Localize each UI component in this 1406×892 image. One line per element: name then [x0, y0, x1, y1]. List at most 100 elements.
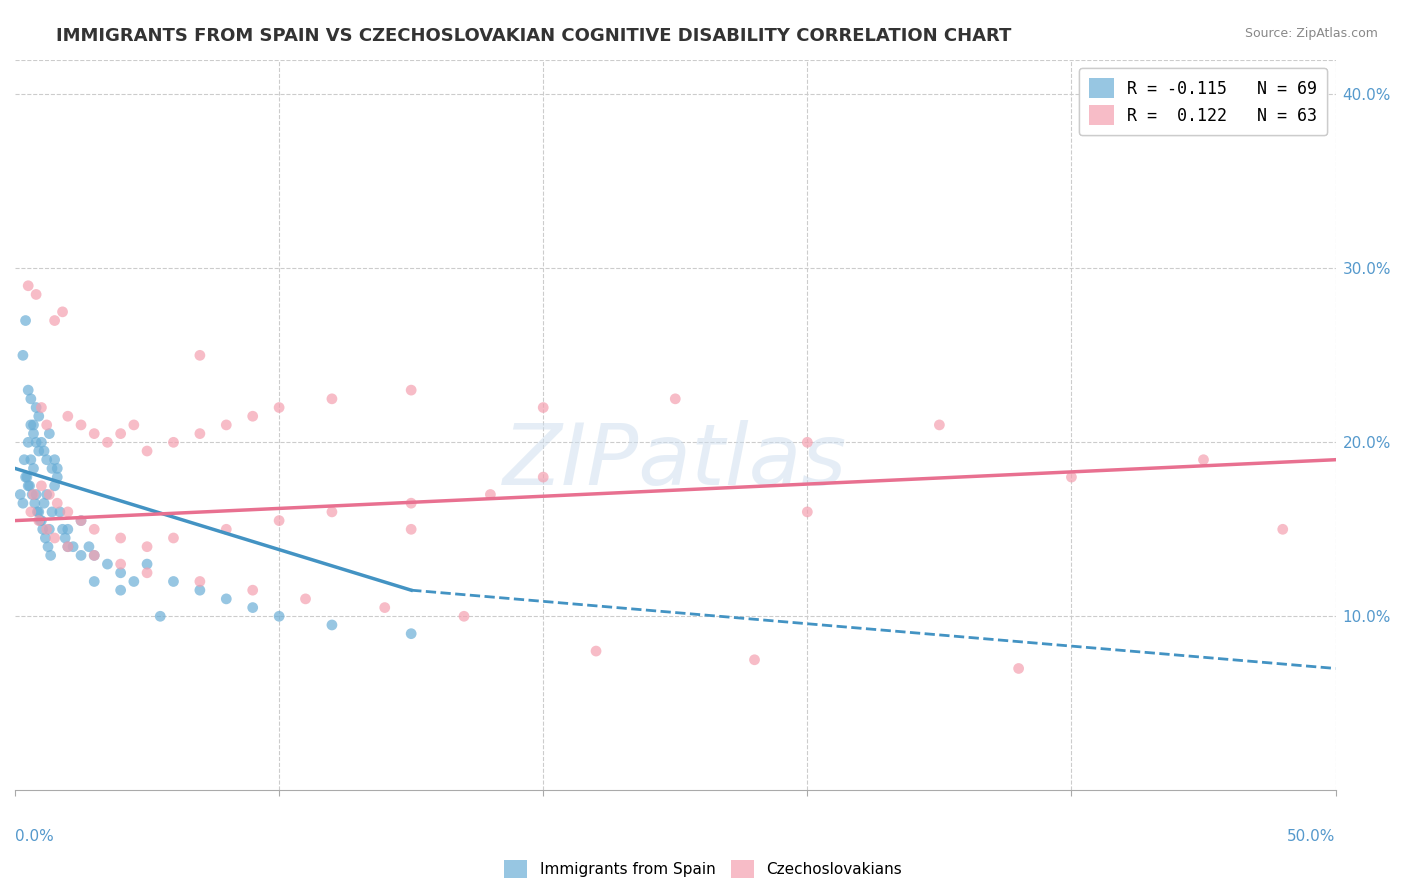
Point [162, 435, 184, 450]
Point [17, 479, 39, 493]
Legend: Immigrants from Spain, Czechoslovakians: Immigrants from Spain, Czechoslovakians [498, 854, 908, 884]
Point [479, 487, 502, 501]
Point [13, 452, 35, 467]
Point [162, 531, 184, 545]
Point [585, 644, 607, 658]
Point [1271, 522, 1294, 536]
Point [188, 426, 211, 441]
Point [136, 566, 159, 580]
Point [188, 348, 211, 362]
Point [25, 401, 48, 415]
Point [20, 452, 42, 467]
Point [136, 557, 159, 571]
Point [41, 461, 63, 475]
Point [136, 540, 159, 554]
Point [15, 470, 38, 484]
Point [110, 566, 132, 580]
Point [136, 444, 159, 458]
Point [46, 470, 69, 484]
Text: IMMIGRANTS FROM SPAIN VS CZECHOSLOVAKIAN COGNITIVE DISABILITY CORRELATION CHART: IMMIGRANTS FROM SPAIN VS CZECHOSLOVAKIAN… [56, 27, 1011, 45]
Point [30, 401, 52, 415]
Point [14, 470, 37, 484]
Point [188, 574, 211, 589]
Point [34, 531, 56, 545]
Point [77, 540, 100, 554]
Point [928, 417, 950, 432]
Text: 0.0%: 0.0% [15, 830, 53, 845]
Point [1060, 470, 1083, 484]
Point [22, 487, 45, 501]
Point [70, 514, 93, 528]
Point [22, 426, 45, 441]
Point [374, 600, 396, 615]
Point [664, 392, 686, 406]
Point [28, 514, 51, 528]
Point [215, 522, 238, 536]
Point [28, 409, 51, 424]
Text: ZIPatlas: ZIPatlas [503, 420, 848, 503]
Text: Source: ZipAtlas.com: Source: ZipAtlas.com [1244, 27, 1378, 40]
Point [35, 522, 58, 536]
Point [56, 540, 79, 554]
Point [38, 487, 60, 501]
Point [46, 461, 69, 475]
Point [215, 591, 238, 606]
Point [149, 609, 172, 624]
Point [1007, 661, 1029, 675]
Point [269, 401, 291, 415]
Point [83, 549, 105, 563]
Point [22, 461, 45, 475]
Point [38, 522, 60, 536]
Point [70, 417, 93, 432]
Point [20, 417, 42, 432]
Point [32, 496, 55, 510]
Point [531, 470, 554, 484]
Point [96, 435, 118, 450]
Point [744, 653, 766, 667]
Point [25, 287, 48, 301]
Point [83, 549, 105, 563]
Point [28, 444, 51, 458]
Point [56, 505, 79, 519]
Point [96, 557, 118, 571]
Point [269, 609, 291, 624]
Point [110, 583, 132, 598]
Point [162, 574, 184, 589]
Point [122, 574, 145, 589]
Point [531, 401, 554, 415]
Point [17, 278, 39, 293]
Point [242, 409, 264, 424]
Point [22, 417, 45, 432]
Point [70, 514, 93, 528]
Point [399, 522, 422, 536]
Point [1114, 122, 1136, 136]
Point [56, 409, 79, 424]
Point [11, 496, 34, 510]
Text: 50.0%: 50.0% [1286, 830, 1336, 845]
Point [110, 557, 132, 571]
Point [35, 452, 58, 467]
Point [14, 313, 37, 327]
Point [1192, 452, 1215, 467]
Point [21, 487, 44, 501]
Point [70, 549, 93, 563]
Point [30, 514, 52, 528]
Point [56, 540, 79, 554]
Point [30, 514, 52, 528]
Point [122, 417, 145, 432]
Point [20, 505, 42, 519]
Point [35, 487, 58, 501]
Point [44, 479, 66, 493]
Point [399, 383, 422, 397]
Point [37, 540, 59, 554]
Point [41, 505, 63, 519]
Point [17, 435, 39, 450]
Point [110, 531, 132, 545]
Point [44, 313, 66, 327]
Point [83, 426, 105, 441]
Point [39, 549, 62, 563]
Point [25, 435, 48, 450]
Point [321, 618, 343, 632]
Point [53, 531, 76, 545]
Point [20, 392, 42, 406]
